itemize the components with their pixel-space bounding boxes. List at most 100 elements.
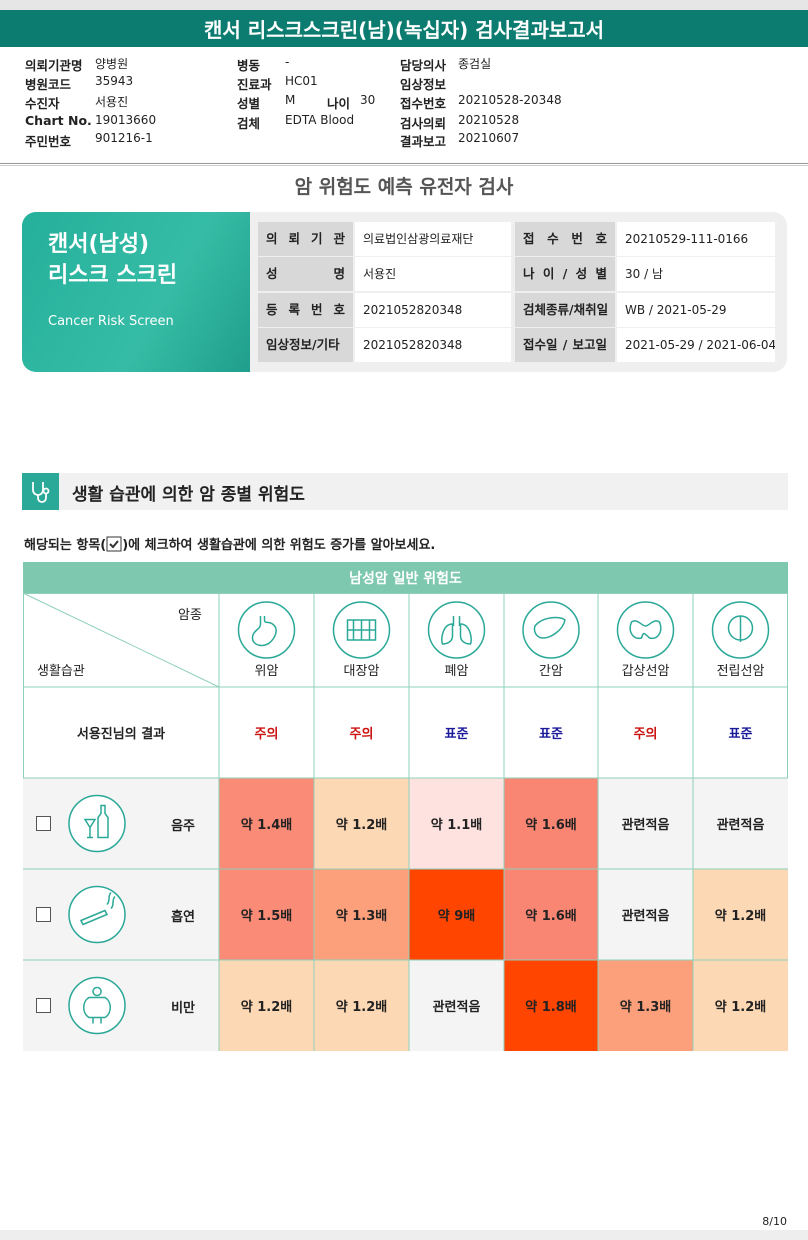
risk-cell: 약 1.2배 — [693, 960, 788, 1051]
result: 주의 — [633, 727, 658, 742]
card-label: 접수일 / 보고일 — [515, 327, 615, 362]
info-label: 수진자 — [25, 96, 60, 111]
info-label: 검사의뢰 — [400, 116, 447, 131]
info-value: 20210528-20348 — [458, 93, 562, 107]
card-label: 성 명 — [258, 257, 353, 292]
checkbox[interactable] — [36, 997, 51, 1013]
habit-label: 음주 — [171, 818, 195, 834]
info-label: Chart No. — [25, 113, 92, 128]
corner-top: 암종 — [178, 608, 202, 623]
info-value: 901216-1 — [95, 131, 153, 145]
info-label: 병원코드 — [25, 77, 72, 92]
card-label: 나 이 / 성 별 — [515, 257, 615, 292]
card-value: 2021052820348 — [355, 327, 511, 362]
card-label: 임상정보/기타 — [258, 327, 353, 362]
risk-cell: 관련적음 — [598, 869, 693, 960]
card-value: 2021052820348 — [355, 292, 511, 327]
risk-cell: 약 1.1배 — [409, 778, 504, 869]
info-label: 나이 — [327, 96, 351, 111]
habit-label: 비만 — [171, 1000, 195, 1016]
card-label: 의 뢰 기 관 — [258, 222, 353, 256]
result-label: 서용진님의 결과 — [76, 727, 166, 742]
risk-cell: 약 1.3배 — [598, 960, 693, 1051]
risk-cell: 약 1.2배 — [314, 960, 409, 1051]
section-icon — [22, 473, 59, 510]
instruction-text: 해당되는 항목( — [24, 538, 107, 553]
risk-cell: 약 1.6배 — [504, 869, 598, 960]
info-value: 20210528 — [458, 113, 520, 127]
section-title: 생활 습관에 의한 암 종별 위험도 — [72, 485, 305, 505]
info-value: 19013660 — [95, 113, 157, 127]
check-icon — [106, 536, 122, 551]
info-label: 검체 — [237, 116, 261, 131]
info-label: 의뢰기관명 — [25, 58, 83, 73]
risk-cell: 약 1.8배 — [504, 960, 598, 1051]
info-value: M — [285, 93, 296, 107]
card-panel — [22, 212, 250, 372]
info-value: - — [285, 55, 290, 69]
risk-cell: 관련적음 — [409, 960, 504, 1051]
page-number: 8/10 — [762, 1215, 787, 1228]
info-label: 진료과 — [237, 77, 272, 92]
card-value: 30 / 남 — [617, 257, 775, 292]
risk-cell: 관련적음 — [693, 778, 788, 869]
card-label: 검체종류/채취일 — [515, 292, 615, 327]
info-label: 담당의사 — [400, 58, 447, 73]
card-value: 서용진 — [355, 257, 511, 292]
corner-bottom: 생활습관 — [37, 664, 85, 679]
info-value: 서용진 — [95, 95, 129, 109]
instruction-text: )에 체크하여 생활습관에 의한 위험도 증가를 알아보세요. — [122, 538, 436, 553]
info-label: 주민번호 — [25, 134, 72, 149]
info-label: 성별 — [237, 96, 261, 111]
result: 표준 — [728, 727, 753, 742]
subtitle: 암 위험도 예측 유전자 검사 — [294, 175, 514, 198]
card-label: 접 수 번 호 — [515, 222, 615, 256]
cancer-name: 전립선암 — [716, 664, 765, 679]
risk-cell: 약 1.5배 — [219, 869, 314, 960]
info-label: 병동 — [237, 58, 261, 73]
risk-cell: 약 1.2배 — [314, 778, 409, 869]
result: 주의 — [254, 727, 279, 742]
card-english: Cancer Risk Screen — [48, 314, 174, 329]
bottom-strip — [0, 1230, 808, 1240]
info-value: 20210607 — [458, 131, 520, 145]
risk-cell: 약 1.3배 — [314, 869, 409, 960]
cancer-name: 간암 — [539, 664, 563, 679]
risk-cell: 약 1.2배 — [219, 960, 314, 1051]
cancer-name: 대장암 — [343, 664, 380, 679]
checkbox[interactable] — [36, 906, 51, 922]
stethoscope — [31, 481, 49, 503]
info-value: 30 — [360, 93, 376, 107]
card-value: 의료법인삼광의료재단 — [355, 222, 511, 256]
info-label: 임상정보 — [400, 77, 447, 92]
separator — [0, 163, 808, 166]
risk-cell: 약 1.2배 — [693, 869, 788, 960]
habit-label: 흡연 — [171, 909, 195, 925]
risk-cell: 약 1.4배 — [219, 778, 314, 869]
card-value: 2021-05-29 / 2021-06-04 — [617, 327, 775, 362]
result: 표준 — [444, 727, 469, 742]
info-label: 접수번호 — [400, 96, 447, 111]
header-bar: 캔서 리스크스크린(남)(녹십자) 검사결과보고서 — [0, 10, 808, 47]
result: 표준 — [539, 727, 563, 742]
table-title: 남성암 일반 위험도 — [23, 562, 788, 593]
result: 주의 — [349, 727, 374, 742]
instruction: 해당되는 항목( )에 체크하여 생활습관에 의한 위험도 증가를 알아보세요. — [24, 534, 435, 553]
info-value: 양병원 — [95, 57, 129, 71]
cancer-name: 위암 — [254, 664, 279, 679]
checkbox[interactable] — [36, 815, 51, 831]
section-bar — [22, 473, 788, 510]
card-value: 20210529-111-0166 — [617, 222, 775, 256]
top-strip — [0, 0, 808, 10]
info-value: 종검실 — [458, 57, 492, 71]
card-label: 등 록 번 호 — [258, 292, 353, 327]
risk-cell: 약 1.6배 — [504, 778, 598, 869]
card-value: WB / 2021-05-29 — [617, 292, 775, 327]
info-label: 결과보고 — [400, 134, 447, 149]
cancer-name: 갑상선암 — [621, 664, 670, 679]
card-title: 캔서(남성) — [48, 232, 150, 257]
info-value: 35943 — [95, 74, 134, 88]
info-value: EDTA Blood — [285, 113, 355, 127]
info-value: HC01 — [285, 74, 318, 88]
